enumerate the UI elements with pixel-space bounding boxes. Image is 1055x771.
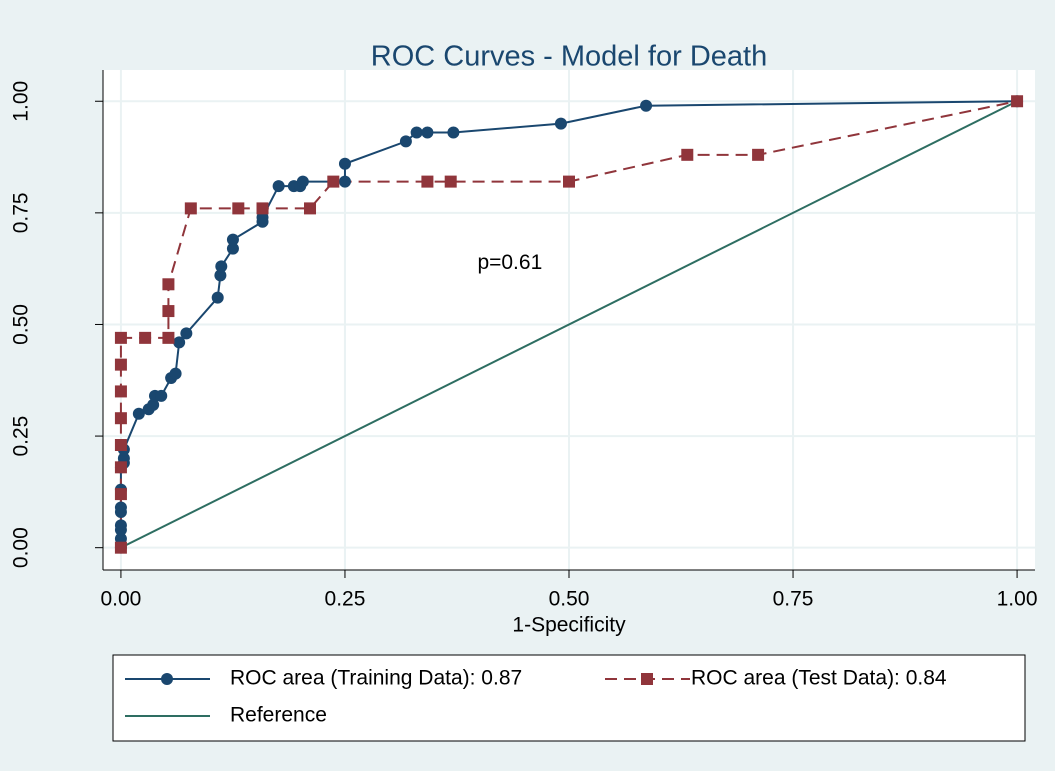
point [444, 175, 457, 188]
point [447, 126, 460, 139]
point [226, 233, 239, 246]
point [173, 336, 186, 349]
point [421, 126, 434, 139]
point [114, 541, 127, 554]
point [114, 385, 127, 398]
point [752, 148, 765, 161]
point [410, 126, 423, 139]
chart-title: ROC Curves - Model for Death [371, 41, 767, 73]
x-axis-label: 1-Specificity [512, 614, 626, 637]
point [180, 327, 193, 340]
point [114, 439, 127, 451]
x-tick-label: 0.25 [325, 588, 366, 611]
legend [112, 654, 1026, 742]
point [147, 398, 160, 411]
point [338, 175, 351, 188]
point [214, 269, 227, 282]
point [184, 202, 197, 215]
point [114, 488, 127, 501]
annotation: p=0.61 [477, 251, 542, 274]
legend-label: Reference [230, 704, 327, 727]
point [296, 175, 309, 188]
legend-marker [641, 673, 653, 685]
point [114, 501, 127, 514]
point [232, 202, 245, 215]
legend-label: ROC area (Test Data): 0.84 [691, 667, 947, 690]
point [114, 412, 127, 425]
point [272, 180, 285, 193]
series-line [119, 100, 1018, 548]
point [421, 175, 434, 188]
point [114, 331, 127, 344]
point [162, 278, 175, 291]
x-tick-label: 0.00 [100, 588, 141, 611]
y-tick-label: 0.25 [10, 416, 33, 457]
point [327, 175, 340, 188]
legend-label: ROC area (Training Data): 0.87 [230, 667, 522, 690]
point [139, 331, 152, 344]
point [215, 260, 228, 273]
point [554, 117, 567, 130]
series-line [120, 100, 1018, 549]
point [162, 305, 175, 318]
y-tick-label: 0.75 [10, 192, 33, 233]
point [114, 461, 127, 474]
point [304, 202, 317, 215]
point [1011, 95, 1024, 108]
legend-marker [161, 673, 173, 685]
point [338, 157, 351, 170]
point [132, 407, 145, 420]
point [114, 358, 127, 371]
point [399, 135, 412, 148]
point [169, 367, 182, 380]
point [256, 202, 269, 215]
x-tick-label: 0.50 [549, 588, 590, 611]
y-tick-label: 0.50 [10, 304, 33, 345]
point [114, 519, 127, 532]
x-tick-label: 0.75 [773, 588, 814, 611]
y-tick-label: 0.00 [10, 527, 33, 568]
point [563, 175, 575, 188]
point [681, 148, 694, 161]
point [211, 291, 224, 304]
point [640, 99, 653, 112]
x-tick-label: 1.00 [997, 588, 1038, 611]
point [226, 242, 239, 255]
point [162, 331, 175, 344]
point [155, 389, 168, 402]
y-tick-label: 1.00 [10, 81, 33, 122]
